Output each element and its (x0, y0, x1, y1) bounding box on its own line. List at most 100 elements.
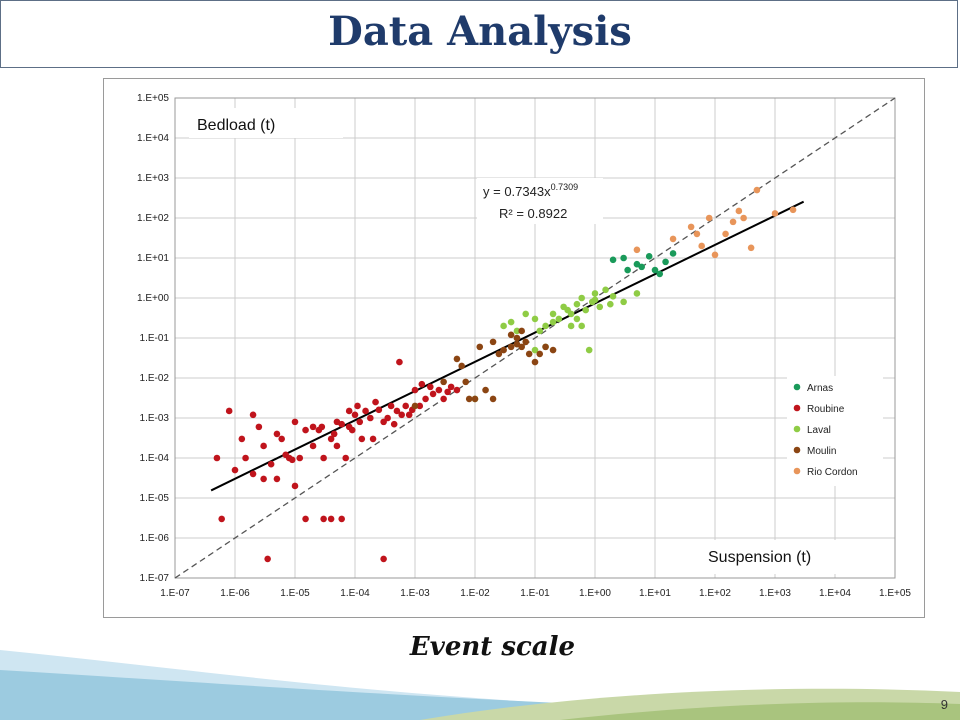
data-point-roubine (444, 388, 451, 396)
data-point-roubine (260, 442, 267, 450)
data-point-roubine (367, 414, 374, 422)
data-point-laval (549, 310, 557, 318)
data-point-laval (573, 300, 581, 308)
y-tick-label: 1.E-03 (140, 413, 170, 424)
data-point-roubine (309, 442, 317, 450)
data-point-moulin (518, 343, 525, 351)
identity-line (174, 97, 896, 579)
data-point-roubine (330, 430, 338, 438)
x-tick-label: 1.E-05 (280, 588, 310, 599)
data-point-roubine (291, 418, 299, 426)
legend-marker (793, 383, 801, 391)
data-point-roubine (218, 515, 225, 523)
data-point-rio-cordon (693, 230, 701, 238)
data-point-roubine (416, 402, 424, 410)
data-point-roubine (320, 515, 327, 523)
data-point-moulin (465, 395, 473, 403)
data-point-arnas (651, 266, 659, 274)
data-point-roubine (255, 423, 263, 431)
data-point-roubine (398, 411, 405, 419)
ylabel-box (189, 108, 343, 138)
data-point-roubine (309, 423, 317, 431)
data-point-laval (531, 315, 539, 323)
data-point-laval (522, 310, 530, 318)
data-point-roubine (213, 454, 221, 462)
data-point-rio-cordon (735, 207, 743, 215)
x-tick-label: 1.E+02 (699, 588, 731, 599)
data-point-roubine (273, 475, 281, 483)
legend-marker (793, 404, 801, 412)
data-point-roubine (291, 482, 299, 490)
data-point-arnas (624, 266, 631, 274)
chart-grid (174, 97, 896, 579)
data-point-moulin (549, 346, 557, 354)
data-point-rio-cordon (740, 214, 747, 222)
data-point-rio-cordon (771, 210, 779, 217)
data-point-rio-cordon (705, 214, 713, 222)
data-point-arnas (662, 258, 669, 266)
data-point-moulin (476, 343, 484, 351)
data-point-moulin (507, 343, 515, 351)
fit-equation: y = 0.7343x0.7309 (483, 182, 578, 199)
data-point-rio-cordon (753, 186, 761, 194)
chart-lines (174, 97, 896, 579)
data-point-laval (531, 346, 539, 354)
plot-area-border (174, 97, 896, 579)
data-point-roubine (418, 380, 426, 388)
data-point-roubine (405, 411, 413, 419)
x-tick-label: 1.E-02 (460, 588, 490, 599)
data-point-laval (507, 318, 515, 326)
data-point-laval (549, 318, 557, 326)
xlabel-box (699, 540, 871, 574)
y-tick-label: 1.E-02 (140, 373, 170, 384)
legend-label: Laval (807, 425, 831, 436)
data-point-moulin (458, 362, 465, 370)
data-point-roubine (302, 426, 309, 434)
data-point-roubine (333, 442, 341, 450)
chart-legend: Arnas Roubine Laval Moulin Rio Cordon (787, 376, 883, 486)
legend-label: Roubine (807, 404, 845, 415)
data-point-roubine (267, 460, 275, 468)
y-tick-label: 1.E+05 (137, 93, 169, 104)
data-point-laval (591, 290, 599, 297)
data-point-roubine (387, 402, 395, 410)
data-point-roubine (356, 418, 364, 426)
data-point-rio-cordon (722, 230, 729, 238)
y-tick-label: 1.E+00 (137, 293, 169, 304)
y-tick-label: 1.E-07 (140, 573, 170, 584)
data-point-roubine (358, 435, 366, 443)
data-point-roubine (231, 466, 239, 474)
data-point-laval (542, 322, 549, 330)
equation-box (477, 178, 603, 224)
data-point-roubine (372, 398, 379, 406)
data-point-laval (582, 306, 590, 314)
data-point-laval (536, 327, 544, 335)
data-point-roubine (429, 390, 437, 398)
data-point-roubine (342, 454, 350, 462)
data-point-laval (596, 303, 604, 311)
legend-label: Moulin (807, 446, 836, 457)
chart-points (213, 186, 797, 563)
data-point-roubine (422, 395, 429, 403)
data-point-roubine (249, 411, 257, 419)
data-point-moulin (525, 350, 533, 358)
data-point-roubine (348, 426, 356, 434)
data-point-arnas (669, 250, 677, 257)
data-point-arnas (645, 253, 653, 260)
data-point-roubine (273, 430, 281, 438)
slide-subtitle: Event scale (409, 632, 576, 662)
page-number: 9 (940, 697, 948, 712)
chart-ticks: 1.E-07 1.E-06 1.E-05 1.E-04 1.E-03 1.E-02 1.E-… (137, 93, 911, 599)
data-point-rio-cordon (698, 242, 705, 250)
y-tick-label: 1.E+04 (137, 133, 169, 144)
data-point-laval (567, 310, 575, 318)
x-tick-label: 1.E+04 (819, 588, 851, 599)
data-point-roubine (427, 383, 434, 391)
x-tick-label: 1.E-07 (160, 588, 190, 599)
data-point-moulin (522, 338, 530, 346)
y-tick-label: 1.E-06 (140, 533, 170, 544)
data-point-roubine (345, 407, 353, 415)
y-tick-label: 1.E-05 (140, 493, 170, 504)
x-tick-label: 1.E-04 (340, 588, 370, 599)
data-point-roubine (318, 423, 326, 431)
